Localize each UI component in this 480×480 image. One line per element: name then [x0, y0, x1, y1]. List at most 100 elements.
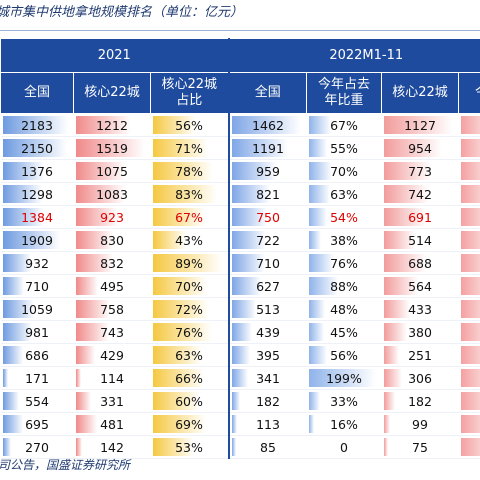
data-bar	[460, 323, 480, 341]
cell	[458, 412, 480, 436]
data-bar	[231, 162, 277, 180]
cell: 45%	[306, 320, 382, 344]
cell-text: 63%	[175, 347, 203, 363]
data-bar	[308, 415, 314, 433]
data-bar	[231, 415, 237, 433]
data-bar	[75, 208, 118, 226]
cell-text: 45%	[330, 324, 358, 340]
cell-text: 514	[408, 232, 432, 248]
cell-text: 270	[25, 439, 49, 455]
column-header: 核心22城	[381, 72, 459, 114]
cell: 70%	[306, 159, 382, 183]
cell-text: 306	[408, 370, 432, 386]
cell-text: 954	[408, 140, 432, 156]
cell: 1075	[73, 159, 151, 183]
cell-text: 1059	[21, 301, 53, 317]
cell	[458, 251, 480, 275]
row: 171 114 66% 341 199% 306	[0, 366, 480, 390]
data-bar	[460, 185, 480, 203]
cell: 380	[381, 320, 459, 344]
cell: 743	[73, 320, 151, 344]
cell-text: 251	[408, 347, 432, 363]
cell-text: 113	[256, 416, 280, 432]
cell-text: 1376	[21, 163, 53, 179]
cell	[458, 228, 480, 252]
cell: 686	[0, 343, 74, 367]
data-bar	[308, 277, 339, 295]
data-bar	[2, 392, 20, 410]
cell: 710	[0, 274, 74, 298]
cell: 331	[73, 389, 151, 413]
data-bar	[152, 185, 218, 203]
cell	[458, 182, 480, 206]
column-header: 核心22城占比	[150, 72, 229, 114]
data-bar	[231, 139, 288, 157]
data-bar	[383, 300, 411, 318]
cell-text: 72%	[175, 301, 203, 317]
cell: 33%	[306, 389, 382, 413]
cell-text: 710	[256, 255, 280, 271]
cell: 54%	[306, 205, 382, 229]
data-bar	[460, 392, 480, 410]
cell-text: 2183	[21, 117, 53, 133]
data-bar	[152, 369, 204, 387]
footer: 司公告，国盛证券研究所	[0, 458, 131, 472]
cell: 954	[381, 136, 459, 160]
data-bar	[75, 438, 82, 456]
cell-text: 78%	[175, 163, 203, 179]
cell-text: 55%	[330, 140, 358, 156]
data-bar	[75, 231, 114, 249]
cell: 821	[227, 182, 307, 206]
cell: 1298	[0, 182, 74, 206]
data-bar	[2, 415, 24, 433]
cell: 1519	[73, 136, 151, 160]
cell: 429	[73, 343, 151, 367]
data-bar	[152, 139, 208, 157]
group-header: 2022M1-11	[227, 38, 480, 73]
data-bar	[75, 277, 99, 295]
data-bar	[383, 208, 426, 226]
data-bar	[308, 116, 332, 134]
cell: 71%	[150, 136, 229, 160]
data-bar	[231, 438, 236, 456]
column-header-text: 全国	[254, 85, 281, 100]
row: 2150 1519 71% 1191 55% 954	[0, 136, 480, 160]
cell: 695	[0, 412, 74, 436]
data-bar	[231, 208, 268, 226]
row: 1298 1083 83% 821 63% 742	[0, 182, 480, 206]
column-header-text: 今年占去年比重	[317, 77, 370, 108]
data-bar	[308, 346, 328, 364]
data-bar	[308, 369, 376, 387]
data-bar	[383, 254, 426, 272]
title: 城市集中供地拿地规模排名（单位：亿元）	[0, 5, 244, 20]
cell-text: 60%	[175, 393, 203, 409]
cell: 981	[0, 320, 74, 344]
cell: 688	[381, 251, 459, 275]
cell-text: 1519	[96, 140, 128, 156]
data-bar	[460, 231, 480, 249]
column-header-text: 今年	[459, 85, 480, 101]
row: 710 495 70% 627 88% 564	[0, 274, 480, 298]
data-bar	[152, 323, 212, 341]
cell-text: 959	[256, 163, 280, 179]
cell: 710	[227, 251, 307, 275]
column-header-text: 核心22城	[84, 85, 140, 100]
data-bar	[75, 369, 81, 387]
cell-text: 1212	[96, 117, 128, 133]
data-bar	[2, 254, 31, 272]
cell: 1909	[0, 228, 74, 252]
cell-text: 821	[256, 186, 280, 202]
data-bar	[460, 346, 480, 364]
data-bar	[75, 185, 125, 203]
cell-text: 691	[408, 209, 432, 225]
cell: 171	[0, 366, 74, 390]
data-bar	[152, 231, 186, 249]
column-header: 全国	[0, 72, 74, 114]
cell: 0	[306, 435, 382, 459]
cell-text: 433	[408, 301, 432, 317]
cell: 1127	[381, 113, 459, 137]
cell-text: 1384	[21, 209, 53, 225]
data-bar	[308, 392, 320, 410]
data-bar	[231, 185, 271, 203]
data-bar	[383, 231, 416, 249]
